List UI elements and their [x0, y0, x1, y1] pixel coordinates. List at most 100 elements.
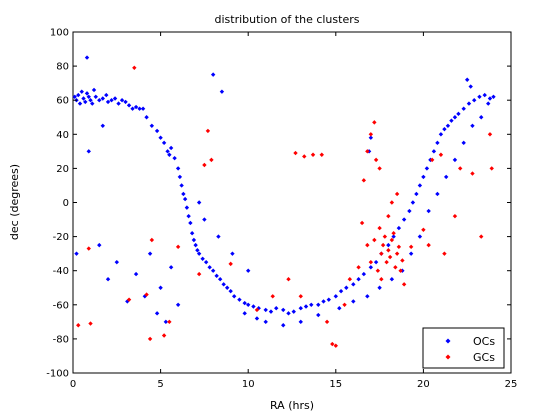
x-axis-tick-labels: 0 5 10 15 20 25 [70, 379, 518, 390]
point-ocs [373, 259, 379, 265]
point-ocs [126, 103, 132, 108]
point-ocs [90, 101, 95, 106]
axis-ticks [72, 31, 512, 374]
y-tick-label: -40 [53, 266, 69, 277]
series-gcs [76, 65, 494, 348]
point-gcs [470, 171, 475, 176]
point-gcs [333, 343, 338, 348]
y-tick-label: 100 [50, 28, 69, 39]
point-ocs [93, 94, 98, 99]
point-gcs [396, 244, 402, 250]
point-gcs [347, 277, 353, 282]
point-gcs [375, 268, 381, 273]
point-ocs [263, 307, 268, 313]
point-ocs [81, 96, 86, 101]
point-ocs [168, 265, 174, 270]
point-ocs [407, 208, 412, 214]
legend-label-gcs: GCs [473, 351, 495, 364]
point-gcs [393, 265, 398, 270]
point-ocs [228, 288, 233, 294]
point-gcs [479, 234, 484, 239]
point-ocs [470, 123, 475, 128]
point-ocs [130, 106, 135, 111]
point-gcs [365, 242, 370, 248]
point-ocs [309, 302, 314, 307]
point-ocs [210, 72, 216, 77]
point-ocs [154, 128, 160, 134]
point-ocs [465, 77, 470, 82]
point-ocs [274, 306, 279, 311]
point-gcs [386, 213, 391, 219]
point-ocs [442, 126, 447, 132]
point-gcs [379, 251, 384, 256]
point-gcs [298, 294, 303, 299]
point-ocs [338, 288, 344, 294]
point-ocs [207, 265, 212, 270]
y-tick-label: 80 [56, 62, 69, 73]
point-ocs [88, 98, 93, 103]
point-gcs [132, 65, 137, 71]
point-ocs [77, 101, 83, 106]
point-ocs [217, 277, 223, 282]
legend-marker-ocs [445, 338, 451, 344]
point-ocs [351, 282, 356, 287]
x-tick-label: 15 [329, 379, 342, 390]
point-gcs [398, 268, 403, 273]
point-ocs [417, 234, 423, 239]
point-ocs [109, 98, 114, 103]
point-gcs [205, 128, 211, 134]
point-ocs [291, 309, 296, 314]
point-ocs [344, 285, 349, 290]
point-ocs [172, 155, 177, 161]
point-gcs [389, 237, 395, 243]
point-gcs [88, 321, 93, 326]
point-ocs [368, 135, 374, 140]
point-ocs [116, 101, 121, 106]
y-tick-label: 0 [63, 198, 69, 209]
point-gcs [487, 132, 493, 137]
point-gcs [365, 149, 370, 154]
point-ocs [268, 309, 274, 314]
point-ocs [119, 98, 125, 103]
point-ocs [461, 140, 466, 146]
point-ocs [216, 234, 221, 239]
point-gcs [293, 150, 298, 156]
point-ocs [321, 299, 326, 304]
point-gcs [149, 237, 155, 243]
point-ocs [466, 101, 472, 106]
point-ocs [445, 123, 451, 128]
point-ocs [147, 251, 153, 256]
point-ocs [181, 191, 186, 197]
x-tick-label: 20 [417, 379, 430, 390]
point-ocs [175, 302, 181, 307]
point-ocs [184, 205, 190, 210]
point-gcs [167, 319, 172, 325]
point-ocs [286, 311, 291, 316]
point-ocs [91, 87, 97, 93]
y-tick-label: 60 [56, 96, 69, 107]
point-ocs [195, 248, 200, 253]
point-ocs [479, 115, 484, 120]
point-gcs [368, 132, 374, 137]
legend: OCs GCs [422, 327, 505, 369]
point-ocs [105, 99, 111, 105]
point-ocs [408, 251, 414, 256]
point-gcs [76, 323, 81, 328]
point-gcs [302, 154, 307, 159]
legend-marker-gcs [445, 354, 451, 360]
point-ocs [443, 174, 449, 180]
point-gcs [147, 336, 153, 342]
point-ocs [214, 273, 219, 279]
point-gcs [442, 251, 447, 256]
point-ocs [123, 99, 128, 105]
point-gcs [389, 200, 395, 205]
y-tick-label: 40 [56, 130, 69, 141]
point-ocs [254, 316, 260, 321]
point-ocs [76, 92, 81, 98]
y-axis-tick-labels: -100 -80 -60 -40 -20 0 20 40 60 80 100 [46, 28, 69, 380]
point-ocs [351, 299, 356, 304]
point-gcs [421, 227, 426, 232]
point-ocs [165, 149, 170, 154]
x-tick-label: 5 [157, 379, 163, 390]
